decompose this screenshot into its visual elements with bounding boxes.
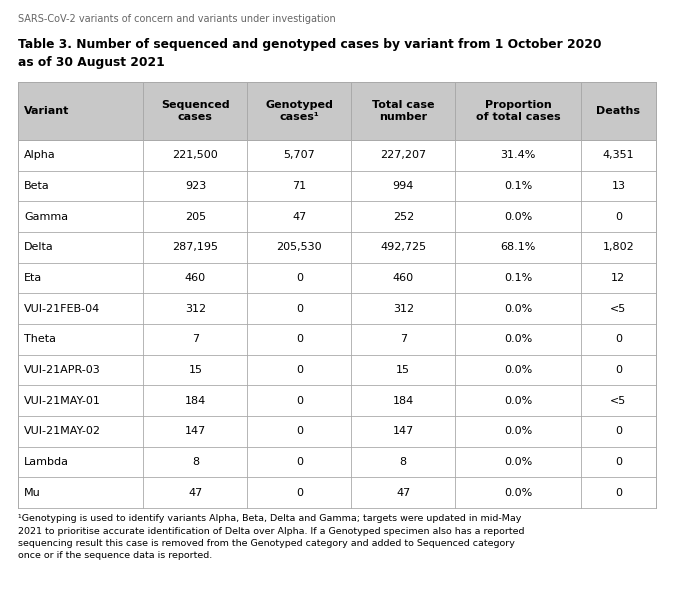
- Text: 147: 147: [393, 426, 414, 437]
- Text: 0: 0: [615, 365, 622, 375]
- Text: 147: 147: [185, 426, 206, 437]
- Text: 7: 7: [192, 335, 199, 344]
- Text: Alpha: Alpha: [24, 150, 56, 160]
- Text: 0: 0: [296, 457, 303, 467]
- Text: Table 3. Number of sequenced and genotyped cases by variant from 1 October 2020: Table 3. Number of sequenced and genotyp…: [18, 38, 601, 51]
- Text: 0: 0: [296, 426, 303, 437]
- Text: 47: 47: [293, 212, 307, 222]
- Text: 252: 252: [393, 212, 414, 222]
- Text: 0.1%: 0.1%: [504, 273, 532, 283]
- Text: 12: 12: [611, 273, 625, 283]
- Text: Mu: Mu: [24, 488, 40, 498]
- Text: 0: 0: [615, 426, 622, 437]
- Text: 8: 8: [192, 457, 199, 467]
- Text: 71: 71: [293, 181, 307, 191]
- Text: 15: 15: [189, 365, 202, 375]
- Text: Genotyped
cases¹: Genotyped cases¹: [266, 100, 334, 122]
- Text: 7: 7: [400, 335, 407, 344]
- Text: 8: 8: [400, 457, 407, 467]
- Text: Delta: Delta: [24, 243, 54, 252]
- Text: 0: 0: [296, 365, 303, 375]
- Text: 47: 47: [396, 488, 410, 498]
- Text: Eta: Eta: [24, 273, 42, 283]
- Text: 0: 0: [296, 488, 303, 498]
- Text: 287,195: 287,195: [173, 243, 218, 252]
- Text: VUI-21APR-03: VUI-21APR-03: [24, 365, 100, 375]
- Text: 0.0%: 0.0%: [504, 395, 532, 406]
- Text: 0.0%: 0.0%: [504, 426, 532, 437]
- Text: VUI-21FEB-04: VUI-21FEB-04: [24, 304, 100, 314]
- Text: 15: 15: [396, 365, 410, 375]
- Text: 0.0%: 0.0%: [504, 212, 532, 222]
- Text: 0: 0: [615, 335, 622, 344]
- Text: 492,725: 492,725: [380, 243, 427, 252]
- Text: Gamma: Gamma: [24, 212, 68, 222]
- Text: <5: <5: [610, 395, 627, 406]
- Text: 312: 312: [393, 304, 414, 314]
- Text: as of 30 August 2021: as of 30 August 2021: [18, 56, 164, 69]
- Text: 0: 0: [296, 395, 303, 406]
- Text: 184: 184: [185, 395, 206, 406]
- Text: VUI-21MAY-01: VUI-21MAY-01: [24, 395, 101, 406]
- Text: 460: 460: [185, 273, 206, 283]
- Text: 0.0%: 0.0%: [504, 457, 532, 467]
- Text: Lambda: Lambda: [24, 457, 69, 467]
- Text: 4,351: 4,351: [603, 150, 634, 160]
- Text: 1,802: 1,802: [603, 243, 634, 252]
- Text: 0: 0: [615, 488, 622, 498]
- Text: 994: 994: [393, 181, 414, 191]
- Text: 31.4%: 31.4%: [500, 150, 536, 160]
- Text: 0: 0: [296, 273, 303, 283]
- Text: 0: 0: [296, 335, 303, 344]
- Text: ¹Genotyping is used to identify variants Alpha, Beta, Delta and Gamma; targets w: ¹Genotyping is used to identify variants…: [18, 514, 524, 561]
- Text: 0.0%: 0.0%: [504, 304, 532, 314]
- Text: 460: 460: [393, 273, 414, 283]
- Text: 0.0%: 0.0%: [504, 335, 532, 344]
- Text: <5: <5: [610, 304, 627, 314]
- Text: 205: 205: [185, 212, 206, 222]
- Text: 923: 923: [185, 181, 206, 191]
- Text: 221,500: 221,500: [173, 150, 218, 160]
- Text: 0: 0: [296, 304, 303, 314]
- Text: 5,707: 5,707: [284, 150, 315, 160]
- Text: 227,207: 227,207: [380, 150, 427, 160]
- Text: SARS-CoV-2 variants of concern and variants under investigation: SARS-CoV-2 variants of concern and varia…: [18, 14, 336, 24]
- Text: Total case
number: Total case number: [372, 100, 435, 122]
- Text: 312: 312: [185, 304, 206, 314]
- Text: 47: 47: [188, 488, 203, 498]
- Text: 0.0%: 0.0%: [504, 365, 532, 375]
- Text: 184: 184: [393, 395, 414, 406]
- Text: Beta: Beta: [24, 181, 50, 191]
- Text: 0.1%: 0.1%: [504, 181, 532, 191]
- Bar: [18, 82, 656, 140]
- Text: VUI-21MAY-02: VUI-21MAY-02: [24, 426, 101, 437]
- Text: Proportion
of total cases: Proportion of total cases: [476, 100, 560, 122]
- Text: 13: 13: [611, 181, 625, 191]
- Text: 205,530: 205,530: [276, 243, 322, 252]
- Text: 0.0%: 0.0%: [504, 488, 532, 498]
- Text: Sequenced
cases: Sequenced cases: [161, 100, 230, 122]
- Text: Variant: Variant: [24, 106, 69, 116]
- Text: 0: 0: [615, 212, 622, 222]
- Text: 68.1%: 68.1%: [500, 243, 536, 252]
- Text: Deaths: Deaths: [596, 106, 640, 116]
- Text: Theta: Theta: [24, 335, 56, 344]
- Text: 0: 0: [615, 457, 622, 467]
